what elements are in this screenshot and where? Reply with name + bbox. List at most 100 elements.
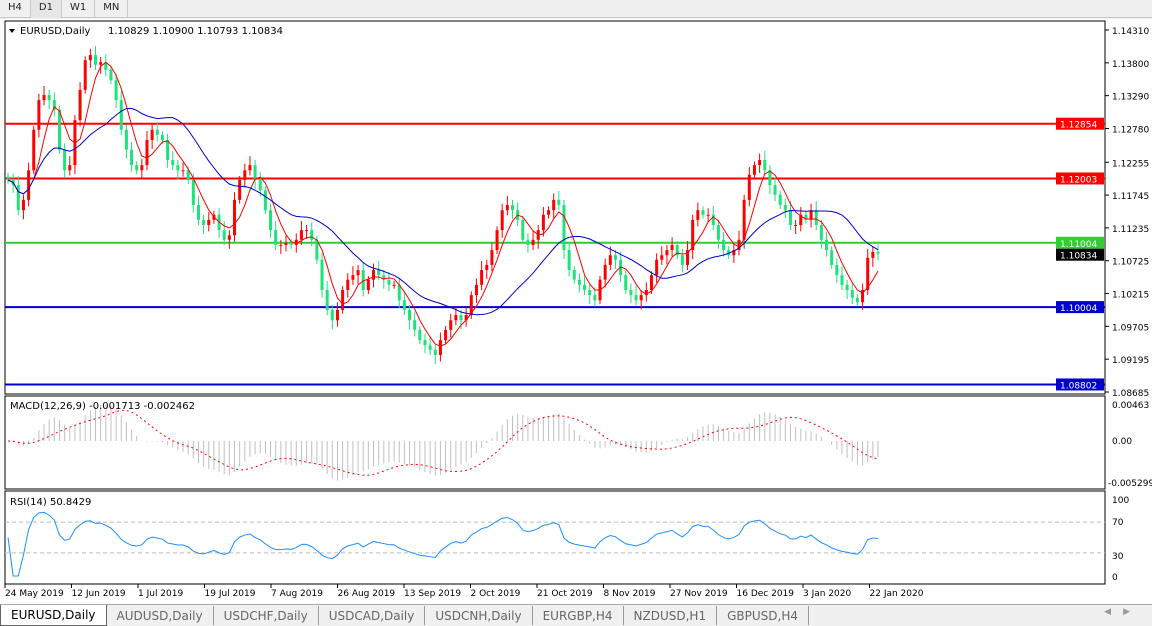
tab-gbpusd-h4[interactable]: GBPUSD,H4 bbox=[717, 606, 809, 625]
line-price-label bbox=[1056, 301, 1104, 314]
timeframe-h4[interactable]: H4 bbox=[0, 0, 31, 18]
candle-body bbox=[500, 210, 504, 231]
candle-body bbox=[78, 89, 82, 121]
rsi-line bbox=[7, 511, 879, 577]
current-price-text: 1.10834 bbox=[1060, 252, 1097, 262]
candle-body bbox=[675, 244, 679, 256]
tab-usdcad-daily[interactable]: USDCAD,Daily bbox=[319, 606, 426, 625]
current-price-label bbox=[1056, 248, 1104, 261]
candle-body bbox=[459, 315, 463, 321]
candle-body bbox=[233, 199, 237, 236]
candle-body bbox=[27, 170, 31, 200]
macd-label: MACD(12,26,9) -0.001713 -0.002462 bbox=[10, 401, 195, 412]
line-price-text: 1.10004 bbox=[1060, 304, 1097, 314]
price-tick-label: 1.12255 bbox=[1112, 159, 1149, 169]
candle-body bbox=[572, 270, 576, 280]
candle-body bbox=[145, 140, 149, 166]
candle-body bbox=[238, 179, 242, 200]
date-tick-label: 13 Sep 2019 bbox=[404, 589, 461, 599]
candle-body bbox=[464, 315, 468, 321]
tab-scroll-arrows-icon[interactable]: ◀▶ bbox=[1104, 607, 1142, 617]
candle-body bbox=[284, 243, 288, 245]
price-tick-label: 1.10725 bbox=[1112, 258, 1149, 268]
line-price-label bbox=[1056, 236, 1104, 249]
tab-nzdusd-h1[interactable]: NZDUSD,H1 bbox=[624, 606, 718, 625]
line-price-label bbox=[1056, 378, 1104, 391]
candle-body bbox=[830, 250, 834, 265]
rsi-panel bbox=[4, 490, 1106, 585]
timeframe-mn[interactable]: MN bbox=[95, 0, 129, 18]
candle-body bbox=[825, 239, 829, 251]
candle-body bbox=[490, 250, 494, 265]
candle-body bbox=[42, 94, 46, 101]
rsi-label: RSI(14) 50.8429 bbox=[10, 497, 91, 508]
candle-body bbox=[861, 289, 865, 303]
date-tick-label: 2 Oct 2019 bbox=[471, 589, 521, 599]
collapse-arrow-icon[interactable] bbox=[9, 29, 15, 33]
candle-body bbox=[166, 140, 170, 160]
candle-body bbox=[222, 230, 226, 240]
candle-body bbox=[191, 179, 195, 206]
ohlc-readout: 1.10829 1.10900 1.10793 1.10834 bbox=[108, 26, 283, 37]
line-price-text: 1.12003 bbox=[1060, 175, 1097, 185]
candle-body bbox=[742, 199, 746, 240]
candle-body bbox=[382, 275, 386, 280]
date-tick-label: 27 Nov 2019 bbox=[670, 589, 728, 599]
candle-body bbox=[531, 239, 535, 245]
date-tick-label: 7 Aug 2019 bbox=[271, 589, 323, 599]
candle-body bbox=[47, 94, 51, 101]
tab-eurgbp-h4[interactable]: EURGBP,H4 bbox=[533, 606, 624, 625]
candle-body bbox=[325, 289, 329, 310]
price-tick-label: 1.10215 bbox=[1112, 291, 1149, 301]
tab-usdchf-daily[interactable]: USDCHF,Daily bbox=[214, 606, 319, 625]
candle-body bbox=[423, 340, 427, 346]
candle-body bbox=[691, 219, 695, 251]
candle-body bbox=[577, 279, 581, 285]
candle-body bbox=[83, 60, 87, 90]
candle-body bbox=[372, 270, 376, 280]
tab-audusd-daily[interactable]: AUDUSD,Daily bbox=[107, 606, 214, 625]
candle-body bbox=[32, 129, 36, 171]
candle-body bbox=[37, 100, 41, 130]
candle-body bbox=[186, 170, 190, 180]
fast-ma-line bbox=[7, 61, 879, 347]
candle-body bbox=[413, 320, 417, 330]
candle-body bbox=[109, 69, 113, 81]
main-panel bbox=[4, 20, 1106, 395]
candle-body bbox=[397, 284, 401, 301]
candle-body bbox=[613, 255, 617, 260]
candle-body bbox=[722, 239, 726, 251]
candle-body bbox=[526, 239, 530, 245]
tab-eurusd-daily[interactable]: EURUSD,Daily bbox=[0, 605, 107, 626]
candle-body bbox=[428, 345, 432, 350]
candle-body bbox=[330, 309, 334, 321]
candle-body bbox=[320, 259, 324, 290]
candle-body bbox=[567, 250, 571, 271]
candle-body bbox=[155, 129, 159, 135]
chart-window[interactable]: 1.12854 1.12003 1.11004 1.10004 1.08802 1.14… bbox=[0, 19, 1152, 604]
timeframe-d1[interactable]: D1 bbox=[30, 0, 62, 18]
candle-body bbox=[207, 219, 211, 225]
candle-body bbox=[655, 259, 659, 276]
candle-body bbox=[660, 255, 664, 260]
date-tick-label: 19 Jul 2019 bbox=[205, 589, 256, 599]
candle-body bbox=[732, 250, 736, 256]
candle-body bbox=[845, 284, 849, 290]
timeframe-w1[interactable]: W1 bbox=[62, 0, 96, 18]
candle-body bbox=[346, 279, 350, 290]
candle-body bbox=[603, 264, 607, 280]
candle-body bbox=[310, 230, 314, 240]
candle-body bbox=[305, 230, 309, 232]
candle-body bbox=[495, 230, 499, 251]
candle-body bbox=[160, 134, 164, 141]
candle-body bbox=[150, 129, 154, 141]
rsi-tick: 0 bbox=[1112, 573, 1118, 583]
tab-usdcnh-daily[interactable]: USDCNH,Daily bbox=[425, 606, 533, 625]
candle-body bbox=[248, 165, 252, 171]
candle-body bbox=[68, 165, 72, 171]
candle-body bbox=[94, 55, 98, 65]
candle-body bbox=[335, 309, 339, 321]
candle-body bbox=[366, 279, 370, 290]
candle-body bbox=[768, 170, 772, 186]
candle-body bbox=[505, 205, 509, 211]
